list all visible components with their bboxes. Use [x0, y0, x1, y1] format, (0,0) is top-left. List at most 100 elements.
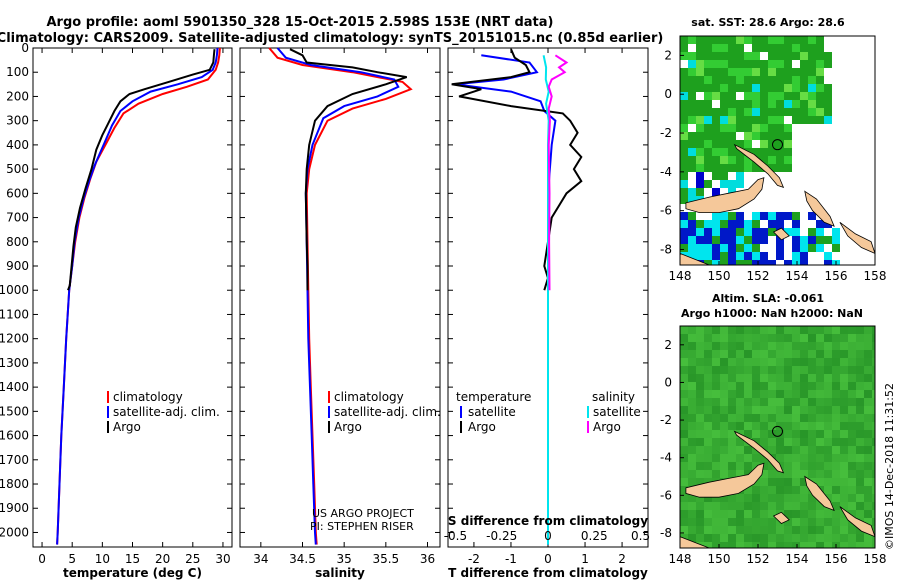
y-tick-label: 1800	[0, 477, 29, 491]
map-cell	[680, 366, 688, 374]
map-cell	[800, 486, 808, 494]
map-cell	[744, 36, 752, 44]
x-tick-label: 36	[420, 552, 435, 566]
map-cell	[680, 438, 688, 446]
map-cell	[760, 478, 768, 486]
map-cell	[864, 382, 872, 390]
map-cell	[792, 518, 800, 526]
map-cell	[720, 172, 728, 180]
map-cell	[808, 494, 816, 502]
map-cell	[848, 382, 856, 390]
map-cell	[736, 518, 744, 526]
map-cell	[800, 470, 808, 478]
map-cell	[728, 398, 736, 406]
map-cell	[856, 406, 864, 414]
map-cell	[752, 116, 760, 124]
map-cell	[680, 526, 688, 534]
map-cell	[792, 100, 800, 108]
map-cell	[768, 68, 776, 76]
map-cell	[720, 462, 728, 470]
map-cell	[848, 438, 856, 446]
map-cell	[824, 422, 832, 430]
map-cell	[856, 382, 864, 390]
map-cell	[792, 462, 800, 470]
map-cell	[744, 164, 752, 172]
map-cell	[808, 390, 816, 398]
map-cell	[704, 518, 712, 526]
map-cell	[856, 414, 864, 422]
map-cell	[776, 36, 784, 44]
map-cell	[752, 236, 760, 244]
y-tick-label: 0	[664, 375, 672, 389]
map-cell	[872, 478, 875, 486]
map-cell	[680, 414, 688, 422]
map-cell	[784, 100, 792, 108]
map-cell	[808, 454, 816, 462]
map-cell	[840, 446, 848, 454]
map-cell	[680, 76, 688, 84]
map-cell	[680, 44, 688, 52]
map-cell	[720, 116, 728, 124]
map-cell	[712, 76, 720, 84]
map-cell	[752, 486, 760, 494]
map-cell	[688, 510, 696, 518]
map-cell	[776, 358, 784, 366]
map-cell	[768, 510, 776, 518]
map-cell	[688, 244, 696, 252]
map-cell	[680, 382, 688, 390]
map-cell	[760, 140, 768, 148]
map-cell	[848, 478, 856, 486]
map-cell	[824, 84, 832, 92]
map-cell	[736, 124, 744, 132]
map-cell	[696, 172, 704, 180]
map-cell	[776, 212, 784, 220]
map-cell	[712, 156, 720, 164]
map-cell	[688, 220, 696, 228]
map-cell	[760, 350, 768, 358]
y-tick-label: 600	[6, 186, 29, 200]
map-cell	[736, 172, 744, 180]
map-cell	[864, 502, 872, 510]
landmass	[733, 143, 785, 189]
map-cell	[704, 406, 712, 414]
x-tick-label: 2	[618, 552, 626, 566]
map-cell	[864, 494, 872, 502]
map-cell	[712, 422, 720, 430]
map-cell	[704, 76, 712, 84]
map-cell	[760, 374, 768, 382]
map-cell	[728, 534, 736, 542]
title-line-1: Argo profile: aoml 5901350_328 15-Oct-20…	[47, 15, 554, 30]
map-cell	[696, 534, 704, 542]
map-cell	[872, 382, 875, 390]
map-cell	[760, 406, 768, 414]
map-cell	[768, 406, 776, 414]
map-cell	[736, 100, 744, 108]
map-cell	[800, 76, 808, 84]
x-tick-label: 20	[155, 552, 170, 566]
map-cell	[704, 390, 712, 398]
map-cell	[824, 478, 832, 486]
map-cell	[872, 406, 875, 414]
map-cell	[792, 542, 800, 548]
map-cell	[848, 334, 856, 342]
landmass	[839, 506, 875, 538]
map-cell	[800, 542, 808, 548]
map-cell	[856, 454, 864, 462]
map-cell	[736, 212, 744, 220]
map-cell	[784, 156, 792, 164]
map-cell	[800, 414, 808, 422]
map-cell	[696, 252, 704, 260]
y-tick-label: 200	[6, 89, 29, 103]
map-cell	[784, 470, 792, 478]
map-cell	[712, 342, 720, 350]
map-cell	[712, 84, 720, 92]
x-tick-label: 154	[786, 552, 809, 566]
map-cell	[808, 366, 816, 374]
map-cell	[816, 84, 824, 92]
map-cell	[800, 342, 808, 350]
map-cell	[872, 366, 875, 374]
map-cell	[832, 486, 840, 494]
map-cell	[832, 422, 840, 430]
argo-position-marker	[772, 139, 783, 151]
map-cell	[808, 502, 816, 510]
